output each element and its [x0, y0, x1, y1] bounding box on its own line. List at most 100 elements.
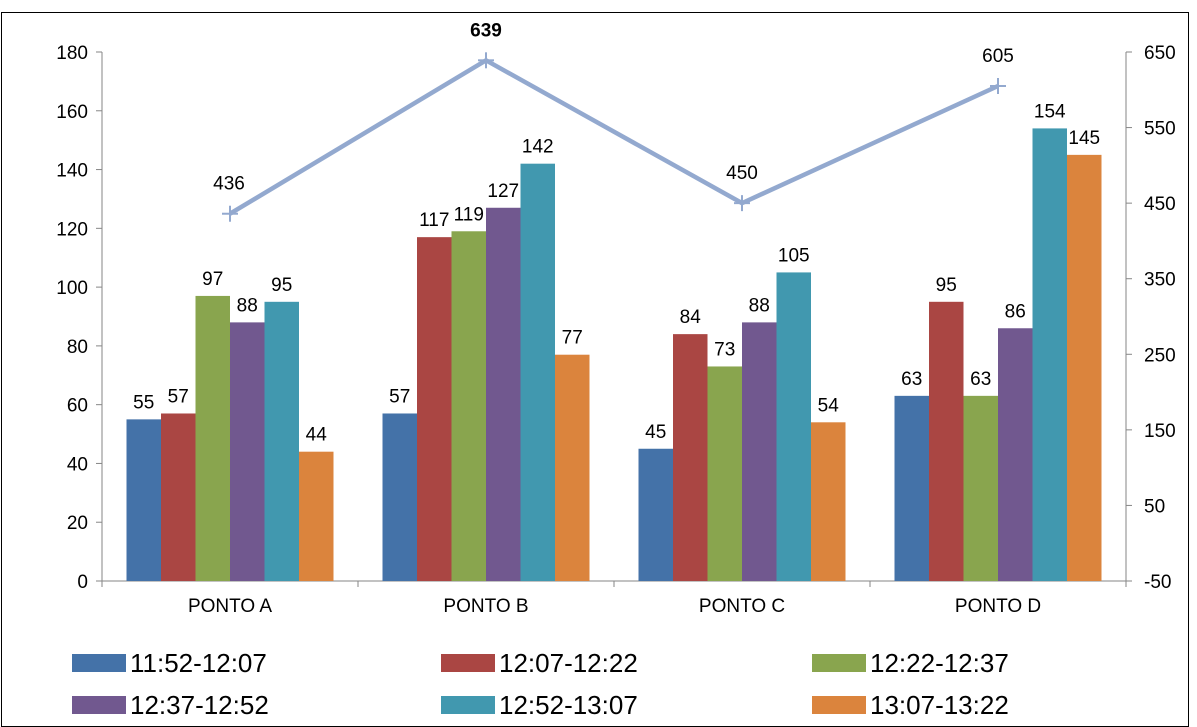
- bar-value-label: 95: [936, 275, 957, 296]
- bar: [776, 272, 811, 581]
- y-tick-label: 180: [56, 43, 88, 64]
- bar: [264, 301, 299, 581]
- bar-value-label: 57: [168, 386, 189, 407]
- bar-value-label: 86: [1005, 301, 1026, 322]
- bar-value-label: 88: [749, 295, 770, 316]
- bar-value-label: 73: [714, 339, 735, 360]
- bar: [382, 413, 417, 581]
- y2-tick-label: 250: [1144, 345, 1176, 366]
- legend-label: 12:22-12:37: [870, 648, 1009, 678]
- legend-swatch: [441, 696, 495, 714]
- bar-value-label: 45: [645, 422, 666, 443]
- bar-value-label: 117: [419, 210, 449, 231]
- bar: [486, 207, 521, 581]
- bar: [230, 322, 265, 581]
- bar: [707, 366, 742, 581]
- bar: [894, 395, 929, 581]
- bar-value-label: 55: [133, 392, 154, 413]
- category-label: PONTO A: [188, 596, 272, 617]
- legend-item: 11:52-12:07: [72, 648, 267, 678]
- bar: [742, 322, 777, 581]
- legend: 11:52-12:07 12:07-12:22 12:22-12:37 12:37-1…: [72, 648, 1009, 720]
- bar: [299, 451, 334, 581]
- bar: [929, 301, 964, 581]
- y-tick-label: 0: [77, 572, 88, 593]
- y2-tick-label: 450: [1144, 194, 1176, 215]
- category-label: PONTO C: [699, 596, 785, 617]
- line-point-marker: [734, 195, 750, 212]
- bar-value-label: 88: [237, 295, 258, 316]
- legend-item: 12:37-12:52: [72, 690, 269, 720]
- y-tick-label: 80: [67, 337, 88, 358]
- bar: [963, 395, 998, 581]
- line-series-path: [228, 57, 999, 216]
- legend-label: 11:52-12:07: [130, 648, 267, 678]
- y-tick-label: 140: [56, 161, 88, 182]
- bar-value-label: 142: [522, 137, 554, 158]
- y2-tick-label: 150: [1144, 421, 1176, 442]
- y-tick-label: 40: [67, 454, 88, 475]
- bar-value-label: 127: [487, 181, 519, 202]
- bar-value-label: 44: [306, 425, 328, 446]
- legend-swatch: [441, 654, 495, 672]
- y2-tick-label: 550: [1144, 119, 1176, 140]
- bar: [1032, 128, 1067, 581]
- line-point-marker: [478, 52, 494, 69]
- category-labels: PONTO A PONTO B PONTO C PONTO D: [101, 581, 1127, 617]
- legend-item: 12:22-12:37: [812, 648, 1009, 678]
- legend-item: 12:52-13:07: [441, 690, 638, 720]
- bar-value-label: 97: [202, 269, 223, 290]
- bar: [555, 354, 590, 581]
- line-series: 436 639 450 605: [213, 20, 1014, 222]
- y2-tick-label: -50: [1144, 572, 1171, 593]
- legend-label: 13:07-13:22: [870, 690, 1009, 720]
- bar: [811, 422, 846, 581]
- y2-tick-label: 650: [1144, 43, 1176, 64]
- legend-swatch: [72, 654, 126, 672]
- bar: [451, 231, 486, 581]
- bar-value-label: 84: [680, 307, 702, 328]
- line-point-marker: [990, 78, 1006, 95]
- y2-tick-label: 350: [1144, 270, 1176, 291]
- bar: [998, 328, 1033, 581]
- bar-value-label: 119: [454, 204, 484, 225]
- bar: [417, 237, 452, 581]
- bar-value-label: 145: [1068, 128, 1100, 149]
- bar-value-label: 154: [1034, 101, 1066, 122]
- legend-label: 12:07-12:22: [499, 648, 638, 678]
- line-point-marker: [222, 205, 238, 222]
- line-value-label: 450: [726, 163, 758, 184]
- bar-value-label: 77: [562, 328, 583, 349]
- y2-tick-label: 50: [1144, 496, 1165, 517]
- bar: [638, 448, 673, 581]
- bar: [520, 163, 555, 581]
- bar: [673, 334, 708, 581]
- line-value-label: 605: [982, 46, 1014, 67]
- bar: [195, 295, 230, 581]
- legend-swatch: [812, 654, 866, 672]
- legend-item: 12:07-12:22: [441, 648, 638, 678]
- y-tick-label: 160: [56, 102, 88, 123]
- legend-label: 12:52-13:07: [499, 690, 638, 720]
- bar: [161, 413, 196, 581]
- legend-swatch: [812, 696, 866, 714]
- legend-swatch: [72, 696, 126, 714]
- bar: [126, 419, 161, 581]
- bar-value-label: 63: [970, 369, 991, 390]
- legend-item: 13:07-13:22: [812, 690, 1009, 720]
- category-label: PONTO D: [955, 596, 1041, 617]
- line-value-label: 639: [470, 20, 502, 41]
- right-axis: -50 50 150 250 350 450 550 650: [1125, 43, 1176, 593]
- legend-label: 12:37-12:52: [130, 690, 269, 720]
- bar-value-label: 95: [271, 275, 292, 296]
- category-label: PONTO B: [443, 596, 528, 617]
- bars: [126, 128, 1102, 581]
- y-tick-label: 60: [67, 396, 88, 417]
- bar-value-label: 57: [389, 386, 410, 407]
- bar-value-label: 105: [778, 245, 810, 266]
- bar: [1067, 154, 1102, 581]
- bar-value-label: 63: [901, 369, 922, 390]
- bar-value-label: 54: [818, 395, 840, 416]
